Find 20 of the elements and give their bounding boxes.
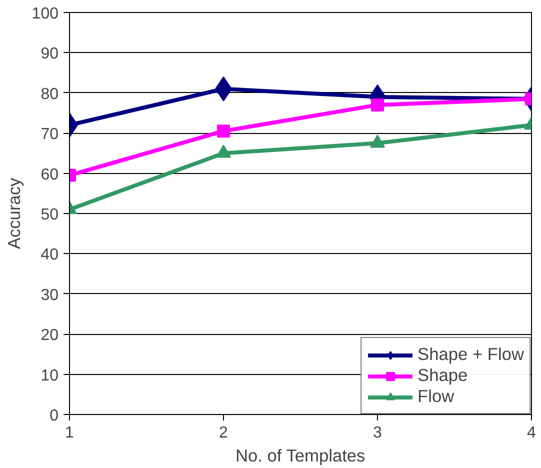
y-tick-label: 70 bbox=[40, 126, 59, 144]
y-tick-label: 40 bbox=[40, 246, 59, 264]
y-tick-label: 90 bbox=[40, 46, 59, 63]
y-tick-label: 80 bbox=[40, 86, 59, 103]
y-tick-label: 20 bbox=[40, 327, 59, 344]
y-tick-label: 60 bbox=[40, 166, 59, 184]
x-axis-title: No. of Templates bbox=[235, 446, 366, 466]
y-tick-label: 30 bbox=[40, 286, 59, 304]
y-tick-label: 100 bbox=[32, 6, 59, 22]
legend-label: Flow bbox=[418, 386, 454, 407]
x-tick-label: 2 bbox=[219, 424, 228, 442]
x-tick-label: 4 bbox=[527, 424, 536, 442]
y-tick-label: 10 bbox=[40, 367, 59, 384]
y-tick-label: 50 bbox=[40, 206, 59, 224]
legend-label: Shape bbox=[418, 365, 468, 386]
y-tick-label: 0 bbox=[50, 408, 59, 424]
legend-label: Shape + Flow bbox=[418, 344, 524, 365]
x-tick-label: 1 bbox=[65, 424, 74, 442]
x-tick-label: 3 bbox=[373, 424, 382, 442]
y-axis-title: Accuracy bbox=[4, 178, 24, 250]
